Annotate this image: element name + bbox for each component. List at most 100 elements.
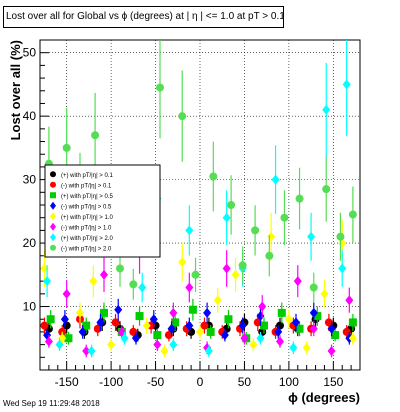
data-point: [78, 326, 87, 337]
data-point: [185, 282, 194, 293]
legend-label: (+) with pT/|η| > 0.5: [61, 194, 113, 200]
legend-label: (-) with pT/|η| > 0.1: [61, 183, 112, 189]
data-point: [156, 83, 164, 92]
data-point: [322, 104, 331, 115]
data-point: [249, 339, 258, 350]
data-point: [135, 312, 144, 321]
x-tick-label: 100: [279, 375, 299, 389]
x-tick-label: 50: [238, 375, 252, 389]
data-point: [89, 276, 98, 287]
data-point: [209, 172, 218, 181]
x-tick-label: 150: [323, 375, 343, 389]
data-point: [142, 320, 151, 331]
y-tick-label: 50: [23, 46, 37, 60]
data-point: [222, 263, 231, 274]
data-point: [338, 263, 347, 274]
data-point: [169, 307, 178, 318]
chart-title: Lost over all for Global vs ϕ (degrees) …: [3, 6, 284, 28]
data-point: [302, 342, 311, 353]
data-point: [82, 321, 91, 330]
data-point: [220, 330, 229, 341]
data-point: [227, 201, 236, 209]
legend-marker: [50, 171, 56, 178]
data-point: [289, 342, 298, 353]
data-point: [178, 112, 187, 121]
data-point: [258, 301, 267, 312]
data-point: [82, 345, 91, 356]
data-point: [64, 334, 73, 343]
data-point: [114, 304, 123, 315]
legend-label: (+) with pT/|η| > 1.0: [61, 215, 113, 221]
data-point: [40, 263, 49, 274]
data-point: [107, 339, 116, 350]
data-point: [149, 314, 158, 325]
data-point: [138, 282, 147, 293]
data-point: [313, 312, 322, 321]
data-point: [348, 210, 357, 219]
data-point: [91, 131, 100, 140]
data-point: [331, 331, 340, 340]
data-point: [196, 326, 204, 337]
data-point: [169, 339, 178, 350]
data-point: [293, 276, 302, 287]
data-point: [348, 318, 357, 327]
data-point: [295, 194, 304, 203]
data-point: [327, 345, 336, 356]
data-point: [309, 323, 318, 334]
data-point: [213, 295, 222, 306]
timestamp: Wed Sep 19 11:29:48 2018: [3, 399, 100, 408]
data-point: [260, 321, 268, 330]
data-point: [307, 231, 316, 242]
data-point: [322, 185, 331, 194]
y-tick-label: 30: [23, 173, 37, 187]
legend-label: (-) with pT/|η| > 2.0: [61, 246, 112, 252]
data-point: [76, 307, 84, 318]
legend-label: (-) with pT/|η| > 0.5: [61, 204, 112, 210]
data-point: [87, 345, 96, 356]
legend-marker: [50, 192, 56, 199]
data-point: [240, 333, 249, 344]
data-point: [55, 339, 64, 350]
data-point: [96, 317, 105, 328]
data-point: [231, 269, 240, 280]
legend-label: (+) with pT/|η| > 0.1: [61, 173, 113, 179]
x-axis-label: ϕ (degrees): [288, 390, 360, 405]
legend-box: [44, 164, 161, 258]
data-point: [277, 308, 286, 317]
legend-marker: [50, 181, 56, 188]
data-point: [238, 320, 247, 331]
data-point: [62, 143, 71, 152]
data-point: [62, 288, 71, 299]
data-point: [348, 333, 357, 344]
data-point: [100, 308, 108, 317]
data-point: [295, 324, 304, 333]
legend-marker: [50, 212, 56, 221]
data-point: [256, 333, 265, 344]
x-tick-label: -150: [55, 375, 79, 389]
data-point: [120, 333, 129, 344]
data-point: [160, 345, 169, 356]
data-point: [324, 318, 333, 327]
y-axis-label: Lost over all (%): [8, 40, 23, 140]
data-point: [284, 314, 293, 325]
data-point: [153, 331, 162, 340]
data-point: [147, 321, 156, 330]
data-point: [274, 326, 283, 337]
legend-marker: [50, 201, 56, 210]
data-point: [185, 320, 194, 331]
data-point: [336, 232, 345, 241]
data-point: [203, 307, 212, 318]
legend-label: (+) with pT/|η| > 2.0: [61, 236, 113, 242]
data-point: [238, 261, 247, 270]
x-tick-label: -100: [99, 375, 123, 389]
y-tick-label: 20: [23, 236, 37, 250]
data-point: [251, 226, 260, 235]
data-point: [164, 331, 173, 340]
data-point: [204, 345, 213, 356]
data-point: [191, 270, 200, 279]
data-point: [342, 79, 351, 90]
data-point: [320, 288, 329, 299]
legend-marker: [50, 244, 56, 251]
